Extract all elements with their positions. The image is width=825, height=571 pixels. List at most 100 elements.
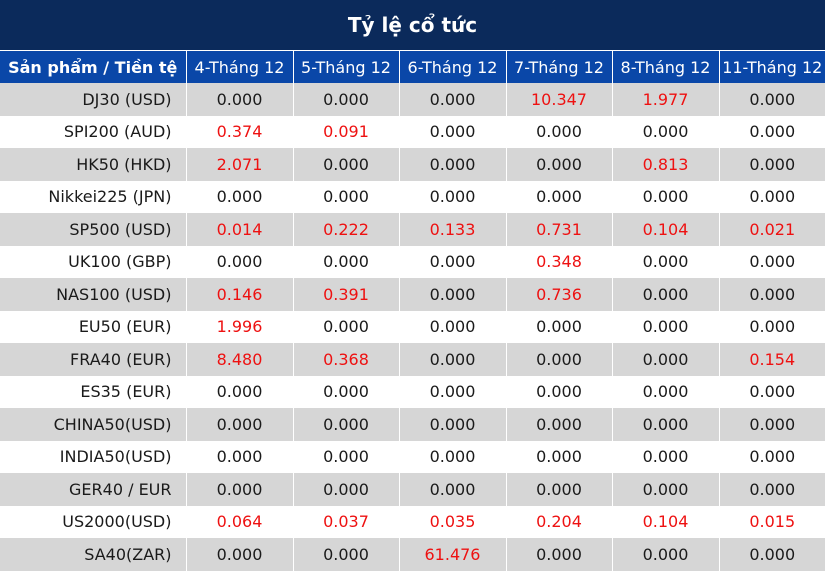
dividend-value: 0.133 [399,213,507,246]
dividend-value: 0.000 [612,278,720,311]
dividend-value: 0.000 [719,375,825,408]
dividend-value: 0.000 [186,473,294,506]
dividend-value: 0.000 [719,148,825,181]
dividend-value: 0.015 [719,505,825,538]
product-name: NAS100 (USD) [0,278,187,311]
dividend-value: 0.021 [719,213,825,246]
dividend-value: 0.000 [293,473,400,506]
dividend-value: 0.000 [612,440,720,473]
dividend-value: 0.368 [293,343,400,376]
dividend-value: 0.000 [186,180,294,213]
dividend-value: 0.000 [612,375,720,408]
dividend-value: 0.000 [293,180,400,213]
dividend-value: 0.204 [506,505,613,538]
table-row: CHINA50(USD) 0.000 0.000 0.000 0.000 0.000 0.0… [0,408,825,441]
dividend-value: 0.374 [186,115,294,148]
dividend-value: 0.000 [506,375,613,408]
table-row: ES35 (EUR) 0.000 0.000 0.000 0.000 0.000 0.000 [0,375,825,408]
product-name: GER40 / EUR [0,473,187,506]
dividend-value: 0.037 [293,505,400,538]
header-date: 6-Tháng 12 [399,51,507,83]
header-date: 11-Tháng 12 [719,51,825,83]
dividend-value: 0.813 [612,148,720,181]
dividend-value: 0.000 [719,473,825,506]
dividend-value: 0.391 [293,278,400,311]
dividend-value: 0.000 [293,245,400,278]
product-name: UK100 (GBP) [0,245,187,278]
dividend-value: 0.154 [719,343,825,376]
dividend-value: 0.000 [506,148,613,181]
dividend-value: 0.000 [612,408,720,441]
dividend-value: 0.091 [293,115,400,148]
dividend-value: 0.000 [612,310,720,343]
product-name: FRA40 (EUR) [0,343,187,376]
product-name: SA40(ZAR) [0,538,187,571]
dividend-value: 0.000 [293,83,400,116]
dividend-value: 0.000 [506,115,613,148]
dividend-value: 0.222 [293,213,400,246]
dividend-value: 0.035 [399,505,507,538]
dividend-value: 1.977 [612,83,720,116]
dividend-value: 0.000 [186,375,294,408]
table-row: SPI200 (AUD) 0.374 0.091 0.000 0.000 0.000 0.0… [0,115,825,148]
dividend-value: 2.071 [186,148,294,181]
table-row: FRA40 (EUR) 8.480 0.368 0.000 0.000 0.000 0.15… [0,343,825,376]
dividend-value: 0.000 [612,343,720,376]
dividend-value: 0.000 [186,245,294,278]
header-date: 7-Tháng 12 [506,51,613,83]
table-row: HK50 (HKD) 2.071 0.000 0.000 0.000 0.813 0.000 [0,148,825,181]
dividend-value: 0.000 [293,310,400,343]
header-product: Sản phẩm / Tiền tệ [0,51,187,83]
dividend-value: 0.000 [399,440,507,473]
dividend-value: 0.000 [612,473,720,506]
dividend-value: 0.000 [719,408,825,441]
table-row: SA40(ZAR) 0.000 0.000 61.476 0.000 0.000 0.000 [0,538,825,571]
table-row: SP500 (USD) 0.014 0.222 0.133 0.731 0.104 0.02… [0,213,825,246]
dividend-value: 0.000 [719,440,825,473]
product-name: SPI200 (AUD) [0,115,187,148]
product-name: Nikkei225 (JPN) [0,180,187,213]
dividend-value: 0.000 [399,83,507,116]
product-name: DJ30 (USD) [0,83,187,116]
table-row: GER40 / EUR 0.000 0.000 0.000 0.000 0.000 0.00… [0,473,825,506]
dividend-value: 0.000 [612,180,720,213]
dividend-value: 0.000 [506,180,613,213]
dividend-value: 0.000 [186,408,294,441]
product-name: INDIA50(USD) [0,440,187,473]
dividend-value: 0.104 [612,505,720,538]
dividend-value: 0.000 [506,310,613,343]
table-row: EU50 (EUR) 1.996 0.000 0.000 0.000 0.000 0.000 [0,310,825,343]
product-name: US2000(USD) [0,505,187,538]
dividend-value: 0.000 [506,538,613,571]
dividend-value: 0.104 [612,213,720,246]
product-name: HK50 (HKD) [0,148,187,181]
dividend-value: 0.064 [186,505,294,538]
dividend-value: 0.000 [293,440,400,473]
table-row: INDIA50(USD) 0.000 0.000 0.000 0.000 0.000 0.0… [0,440,825,473]
dividend-value: 61.476 [399,538,507,571]
dividend-value: 0.000 [399,180,507,213]
table-row: UK100 (GBP) 0.000 0.000 0.000 0.348 0.000 0.00… [0,245,825,278]
dividend-value: 0.000 [719,83,825,116]
table-row: Nikkei225 (JPN) 0.000 0.000 0.000 0.000 0.000… [0,180,825,213]
dividend-value: 0.000 [399,115,507,148]
dividend-value: 1.996 [186,310,294,343]
dividend-value: 0.000 [186,83,294,116]
dividend-value: 0.000 [719,278,825,311]
dividend-value: 0.000 [186,538,294,571]
page-title: Tỷ lệ cổ tức [0,0,825,51]
dividend-value: 0.000 [506,473,613,506]
dividend-value: 0.000 [293,148,400,181]
dividend-value: 10.347 [506,83,613,116]
dividend-value: 8.480 [186,343,294,376]
dividend-value: 0.000 [293,538,400,571]
product-name: SP500 (USD) [0,213,187,246]
dividend-value: 0.000 [612,245,720,278]
table-row: NAS100 (USD) 0.146 0.391 0.000 0.736 0.000 0.0… [0,278,825,311]
header-date: 8-Tháng 12 [612,51,720,83]
header-row: Sản phẩm / Tiền tệ 4-Tháng 12 5-Tháng 12… [0,51,825,83]
dividend-value: 0.000 [506,440,613,473]
table-row: US2000(USD) 0.064 0.037 0.035 0.204 0.104 0.01… [0,505,825,538]
dividend-value: 0.000 [399,245,507,278]
product-name: CHINA50(USD) [0,408,187,441]
